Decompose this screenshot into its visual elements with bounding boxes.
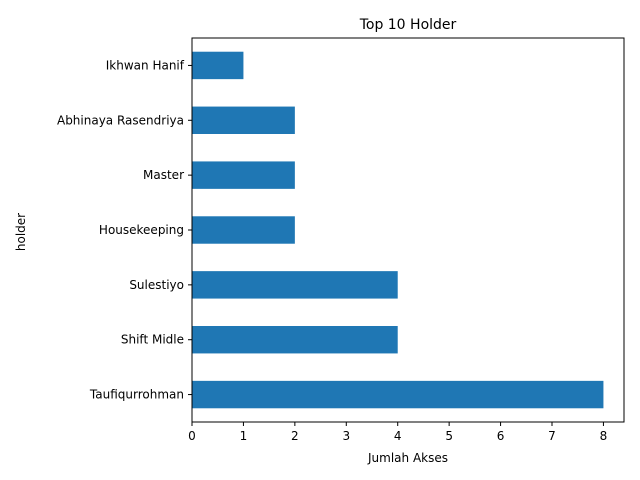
x-tick-label: 0	[188, 429, 196, 443]
y-axis-title: holder	[14, 213, 28, 251]
y-tick-label: Housekeeping	[99, 223, 184, 237]
x-tick-label: 7	[548, 429, 556, 443]
x-tick-label: 3	[342, 429, 350, 443]
chart-title: Top 10 Holder	[359, 17, 457, 33]
y-tick-label: Taufiqurrohman	[89, 388, 184, 402]
y-tick-label: Ikhwan Hanif	[106, 58, 185, 72]
y-tick-label: Sulestiyo	[129, 278, 184, 292]
bar	[192, 51, 244, 80]
x-tick-label: 6	[497, 429, 505, 443]
bar	[192, 326, 398, 354]
x-tick-label: 8	[600, 429, 608, 443]
y-tick-label: Master	[143, 168, 184, 182]
bar	[192, 161, 295, 189]
bar	[192, 216, 295, 244]
x-tick-label: 5	[445, 429, 453, 443]
y-tick-label: Shift Midle	[121, 333, 184, 347]
bar	[192, 380, 604, 409]
bar	[192, 106, 295, 134]
x-tick-label: 2	[291, 429, 299, 443]
y-axis-ticks: Taufiqurrohman Shift Midle Sulestiyo Housek…	[57, 58, 192, 402]
bar	[192, 271, 398, 299]
x-tick-label: 4	[394, 429, 402, 443]
x-axis-title: Jumlah Akses	[367, 451, 448, 465]
y-tick-label: Abhinaya Rasendriya	[57, 113, 184, 127]
x-axis-ticks: 0 1 2 3 4 5 6 7 8	[188, 422, 607, 443]
bars-group	[192, 51, 604, 409]
plot-frame	[191, 37, 625, 423]
x-tick-label: 1	[240, 429, 248, 443]
